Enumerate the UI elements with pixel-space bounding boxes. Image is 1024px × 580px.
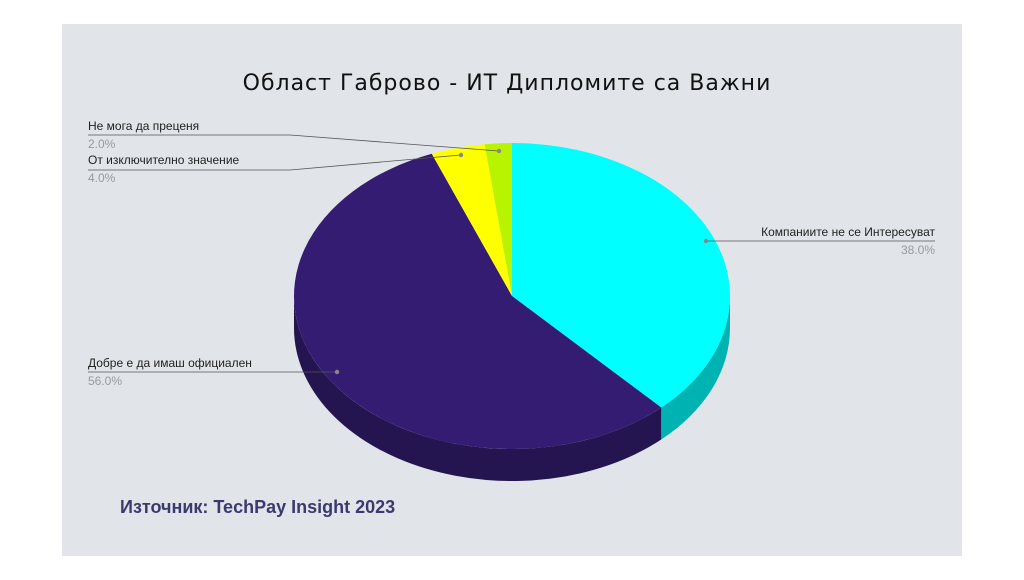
slice-side — [661, 296, 730, 440]
leader-line — [88, 134, 500, 152]
leader-dot — [458, 152, 464, 158]
slice — [431, 144, 512, 296]
slice-label: От изключително значение — [88, 153, 240, 167]
slice-value: 4.0% — [88, 171, 116, 185]
slice-label: Компаниите не се Интересуват — [761, 225, 935, 239]
leader-dot — [496, 148, 502, 154]
pie-tops — [293, 143, 730, 449]
slice — [484, 143, 512, 296]
slice-value: 38.0% — [901, 243, 935, 257]
chart-title: Област Габрово - ИТ Дипломите са Важни — [243, 71, 772, 96]
slice-label: Не мога да преценя — [88, 119, 199, 133]
leader-line — [88, 154, 462, 171]
slice-value: 2.0% — [88, 137, 116, 151]
slice-label: Добре е да имаш официален — [88, 356, 252, 370]
leader-dot — [703, 238, 709, 244]
source-note: Източник: TechPay Insight 2023 — [120, 497, 395, 517]
leader-dot — [334, 369, 340, 375]
pie-sides — [294, 296, 730, 481]
slice-side — [294, 296, 662, 481]
data-labels: Компаниите не се Интересуват 38.0% Добре е… — [88, 119, 935, 388]
slice — [293, 153, 662, 449]
slice — [512, 143, 730, 408]
slice-value: 56.0% — [88, 374, 122, 388]
